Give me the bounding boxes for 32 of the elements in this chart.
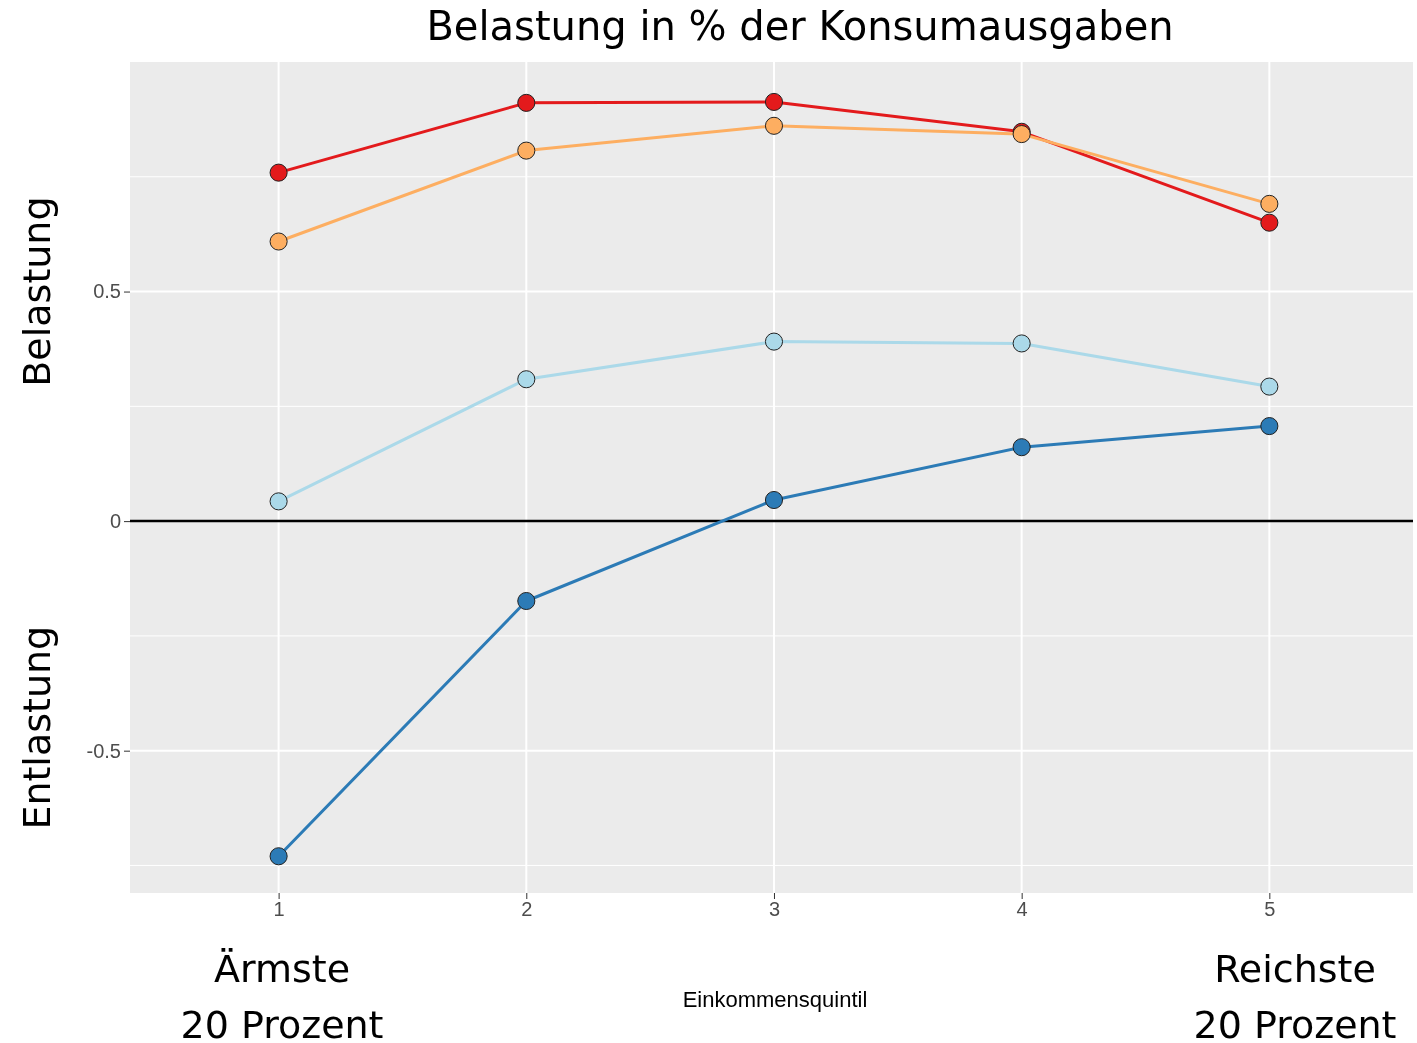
point — [1260, 377, 1279, 396]
point — [517, 591, 536, 611]
point — [517, 370, 536, 389]
point — [269, 163, 288, 182]
x-tick-label: 4 — [1016, 898, 1028, 921]
x-tick-label: 3 — [768, 898, 781, 921]
point — [764, 92, 784, 111]
point — [764, 490, 784, 510]
point — [1260, 194, 1279, 213]
point — [269, 847, 288, 866]
point — [1012, 334, 1031, 353]
x-tick-label: 1 — [273, 898, 285, 921]
point — [764, 332, 784, 351]
text: Entlastung — [15, 625, 59, 830]
x-axis-title: Einkommensquintil — [682, 987, 868, 1012]
point — [1260, 417, 1279, 436]
x-tick-label: 2 — [521, 898, 533, 921]
y-tick-label: 0 — [109, 510, 121, 533]
point — [269, 492, 288, 511]
point — [1260, 213, 1279, 232]
point — [517, 93, 536, 112]
x-tick-label: 5 — [1264, 898, 1276, 921]
y-tick-label: -0.5 — [86, 739, 121, 762]
chart-title: Belastung in % der Konsumausgaben — [426, 3, 1174, 49]
y-tick-label: 0.5 — [93, 280, 121, 303]
point — [269, 232, 288, 251]
point — [764, 116, 784, 135]
text: Reichste 20 Prozent — [1193, 947, 1397, 1043]
point — [1012, 438, 1031, 457]
text: Ärmste 20 Prozent — [180, 947, 384, 1043]
point — [517, 141, 536, 160]
text: Belastung — [15, 196, 59, 387]
